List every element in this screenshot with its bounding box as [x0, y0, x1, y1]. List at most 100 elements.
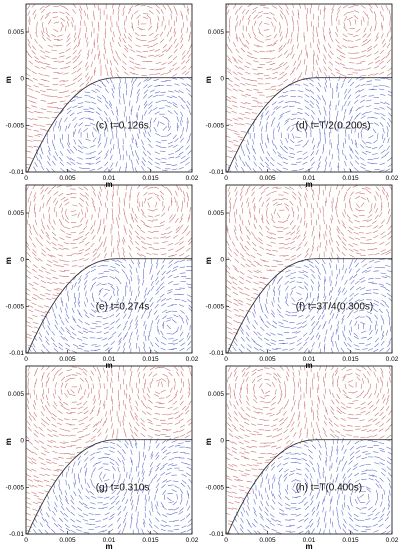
vector-arrow [380, 155, 386, 159]
vector-arrow [330, 236, 333, 243]
vector-arrow [154, 91, 161, 94]
y-tick-label: -0.01 [9, 350, 24, 357]
vector-arrow [65, 378, 70, 383]
vector-arrow [89, 75, 93, 82]
vector-arrow [317, 117, 320, 124]
vector-arrow [98, 297, 103, 303]
vector-arrow [59, 452, 65, 455]
vector-arrow [143, 89, 149, 94]
vector-arrow [160, 524, 166, 528]
vector-arrow [135, 439, 138, 446]
vector-arrow [238, 435, 244, 439]
vector-arrow [360, 390, 365, 395]
vector-arrow [229, 202, 231, 208]
vector-arrow [161, 233, 167, 236]
vector-arrow [167, 242, 174, 246]
vector-arrow [240, 407, 245, 412]
vector-arrow [277, 333, 283, 336]
vector-arrow [174, 422, 181, 425]
vector-arrow [363, 10, 367, 16]
vector-arrow [378, 428, 384, 432]
vector-arrow [136, 93, 140, 99]
vector-arrow [44, 405, 49, 411]
vector-arrow [266, 61, 272, 63]
vector-arrow [172, 501, 178, 506]
vector-arrow [134, 217, 138, 223]
x-tick-label: 0.015 [342, 356, 359, 363]
vector-arrow [321, 314, 325, 320]
vector-arrow [130, 366, 132, 371]
vector-arrow [179, 241, 184, 245]
vector-arrow [180, 111, 184, 117]
vector-arrow [99, 186, 103, 192]
vector-arrow [341, 456, 345, 462]
y-tick-label: 0.005 [208, 29, 225, 36]
vector-arrow [121, 269, 126, 274]
vector-arrow [140, 240, 146, 245]
vector-arrow [343, 460, 348, 466]
vector-arrow [119, 82, 121, 89]
x-tick-label: 0 [24, 537, 28, 544]
vector-arrow [336, 9, 340, 15]
vector-arrow [59, 528, 65, 533]
vector-arrow [28, 16, 31, 22]
vector-arrow [283, 473, 288, 478]
vector-arrow [380, 272, 387, 275]
vector-arrow [179, 272, 186, 274]
vector-arrow [99, 116, 104, 121]
vector-arrow [91, 265, 97, 269]
vector-arrow [167, 280, 174, 284]
x-tick-label: 0.02 [386, 175, 399, 182]
vector-arrow [70, 168, 76, 172]
vector-arrow [297, 415, 300, 421]
vector-arrow [245, 161, 249, 167]
vector-arrow [265, 525, 270, 529]
vector-arrow [91, 186, 95, 191]
vector-arrow [245, 94, 251, 96]
vector-arrow [381, 331, 385, 337]
vector-arrow [40, 165, 45, 171]
vector-arrow [47, 253, 53, 258]
vector-arrow [52, 474, 58, 477]
vector-arrow [92, 202, 95, 208]
vector-arrow [235, 235, 239, 241]
vector-arrow [170, 197, 173, 203]
vector-arrow [340, 231, 345, 237]
vector-arrow [283, 227, 289, 230]
vector-arrow [33, 399, 37, 406]
x-tick-label: 0 [224, 175, 228, 182]
vector-arrow [244, 245, 249, 251]
vector-arrow [272, 250, 278, 252]
vector-arrow [165, 394, 171, 399]
vector-arrow [45, 247, 51, 252]
vector-arrow [315, 332, 319, 338]
vector-arrow [323, 233, 325, 240]
vector-arrow [238, 55, 243, 60]
vector-arrow [179, 429, 185, 432]
vector-arrow [121, 65, 127, 71]
vector-arrow [368, 304, 375, 307]
vector-arrow [226, 490, 232, 494]
vector-arrow [125, 281, 128, 288]
vector-arrow [85, 72, 89, 78]
vector-arrow [63, 275, 70, 277]
vector-arrow [330, 218, 333, 224]
vector-arrow [179, 44, 184, 50]
vector-arrow [327, 54, 332, 59]
vector-arrow [282, 105, 289, 109]
vector-arrow [45, 416, 51, 422]
vector-arrow [298, 530, 304, 534]
vector-arrow [114, 495, 119, 501]
vector-arrow [146, 61, 153, 63]
vector-arrow [54, 388, 56, 395]
vector-arrow [111, 423, 113, 429]
x-tick-label: 0.01 [103, 537, 116, 544]
vector-arrow [89, 375, 93, 382]
vector-arrow [344, 160, 347, 167]
vector-arrow [277, 54, 283, 58]
vector-arrow [251, 297, 257, 300]
vector-arrow [184, 71, 190, 76]
vector-arrow [134, 295, 138, 302]
vector-arrow [260, 318, 265, 324]
x-axis-label: m [305, 542, 312, 550]
